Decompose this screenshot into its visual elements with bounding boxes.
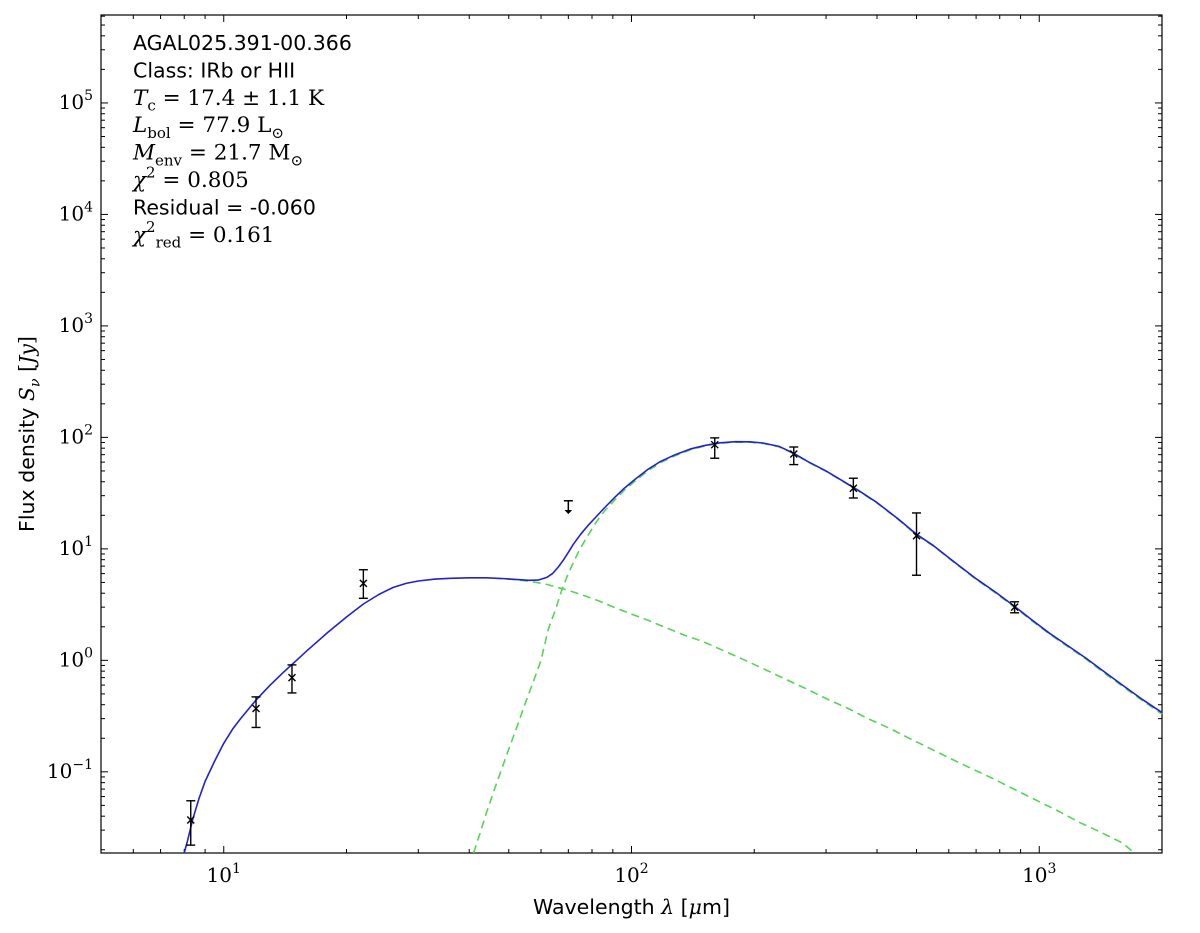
data-point: [1010, 601, 1020, 614]
series-total-model: [183, 440, 1163, 854]
annotation-line: AGAL025.391-00.366: [133, 31, 352, 55]
y-tick-label: 101: [59, 534, 93, 560]
x-tick-labels: 101 102 103: [207, 861, 1057, 887]
annotation-line: Residual = -0.060: [133, 195, 316, 219]
data-point: [287, 664, 297, 694]
x-axis-title: Wavelength λ [μm]: [533, 895, 730, 919]
annotation-line: χ2red = 0.161: [131, 218, 274, 252]
y-tick-labels: 105 104 103 102 101 100 10−1: [47, 88, 93, 783]
x-tick-label: 101: [207, 861, 241, 887]
annotation-line: Lbol = 77.9 L⊙: [132, 113, 284, 142]
y-tick-label: 104: [59, 199, 93, 225]
data-point: [358, 569, 368, 600]
x-tick-label: 102: [614, 861, 648, 887]
data-point: [789, 446, 799, 466]
data-point: [710, 437, 720, 459]
x-axis-label: Wavelength λ [μm]: [533, 895, 730, 919]
annotation-line: χ2 = 0.805: [131, 163, 249, 193]
annotation-line: Class: IRb or HII: [133, 58, 295, 82]
annotation-line: Tc = 17.4 ± 1.1 K: [133, 86, 325, 115]
data-points: [186, 437, 1020, 846]
series-warm-component: [493, 577, 1135, 854]
upper-limit-point: [563, 500, 573, 515]
y-tick-label: 103: [59, 311, 93, 337]
y-tick-label: 10−1: [47, 757, 93, 783]
annotation-block: AGAL025.391-00.366 Class: IRb or HII Tc = …: [131, 31, 352, 252]
data-point: [848, 477, 858, 499]
y-axis-title: Flux density Sν [Jy]: [15, 336, 44, 532]
y-tick-label: 102: [59, 422, 93, 448]
y-axis-label: Flux density Sν [Jy]: [15, 336, 44, 532]
data-point: [251, 696, 261, 729]
series-cold-component: [472, 441, 1163, 854]
data-point: [912, 512, 922, 576]
x-tick-label: 103: [1022, 861, 1056, 887]
y-tick-label: 105: [59, 88, 93, 114]
y-tick-label: 100: [59, 645, 93, 671]
annotation-line: Menv = 21.7 M⊙: [132, 141, 303, 170]
x-axis-ticks: [132, 15, 1040, 853]
y-axis-ticks: [101, 15, 1162, 851]
data-point: [186, 800, 196, 846]
